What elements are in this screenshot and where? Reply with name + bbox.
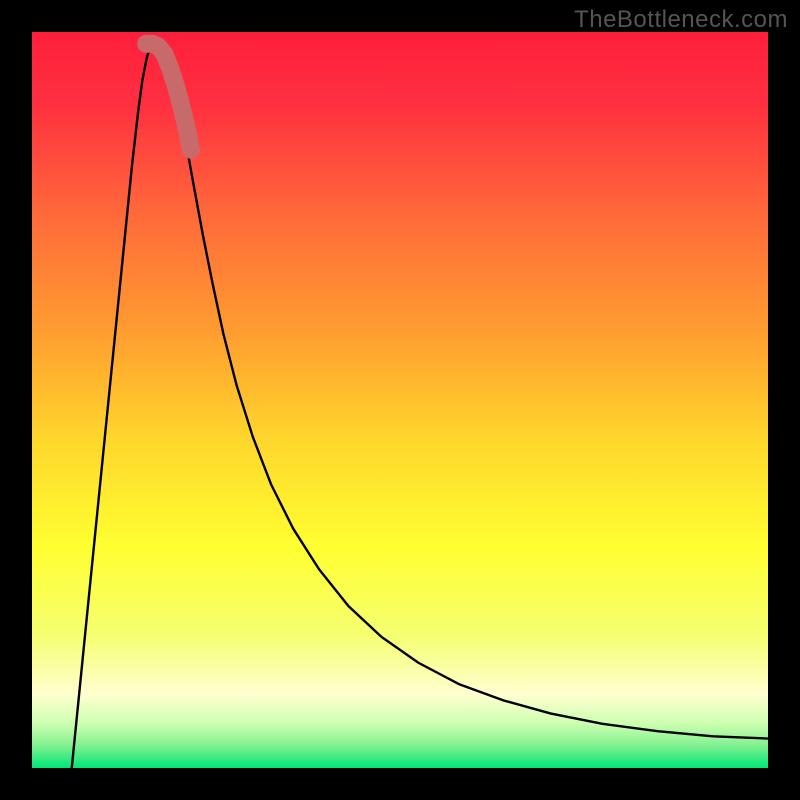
watermark-text: TheBottleneck.com — [574, 6, 788, 34]
marker-curve — [146, 44, 191, 150]
plot-area — [32, 32, 768, 768]
curve-layer — [32, 32, 768, 768]
main-curve — [72, 44, 768, 768]
